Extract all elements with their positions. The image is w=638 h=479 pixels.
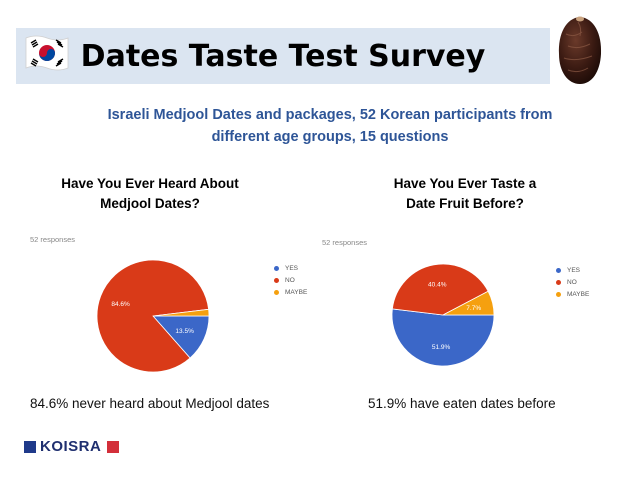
legend-label-yes: YES (567, 266, 581, 274)
pie-slice-yes (391, 308, 495, 367)
legend-item-maybe: MAYBE (556, 288, 589, 300)
pie-slice-maybe (442, 290, 495, 316)
pie-label-yes: 13.5% (175, 328, 194, 335)
legend-label-no: NO (567, 278, 577, 286)
pie-label-maybe: 7.7% (466, 305, 481, 312)
page-title: Dates Taste Test Survey (80, 38, 486, 74)
legend-item-no: NO (274, 274, 307, 286)
legend-item-maybe: MAYBE (274, 286, 307, 298)
question-2-line-2: Date Fruit Before? (406, 196, 524, 211)
pie-label-yes: 51.9% (432, 344, 451, 351)
legend-swatch-yes (274, 265, 279, 271)
legend-item-yes: YES (556, 264, 589, 276)
responses-count-2: 52 responses (322, 238, 368, 247)
question-1-title: Have You Ever Heard About Medjool Dates? (30, 174, 270, 214)
pie-slice-maybe (152, 308, 210, 317)
responses-count-1: 52 responses (30, 235, 76, 244)
pie-label-no: 40.4% (428, 281, 447, 288)
legend-chart-1: YES NO MAYBE (274, 262, 307, 298)
question-1-line-1: Have You Ever Heard About (61, 176, 239, 191)
pie-slice-no (391, 263, 489, 316)
legend-label-yes: YES (285, 264, 299, 272)
logo-red-square (107, 440, 120, 453)
legend-label-maybe: MAYBE (567, 290, 590, 298)
legend-chart-2: YES NO MAYBE (556, 264, 589, 300)
south-korea-flag-icon (25, 35, 69, 71)
legend-item-no: NO (556, 276, 589, 288)
legend-swatch-no (274, 277, 279, 283)
pie-chart-tasted-dates: 51.9% 40.4% 7.7% (391, 263, 495, 367)
question-2-title: Have You Ever Taste a Date Fruit Before? (345, 174, 585, 214)
subtitle-line-2: different age groups, 15 questions (211, 129, 449, 145)
brand-name: KOISRA (40, 438, 102, 455)
legend-swatch-yes (556, 267, 561, 273)
pie-chart-heard-medjool: 13.5% 84.6% (96, 259, 210, 373)
koisra-logo: KOISRA (24, 438, 120, 455)
pie-label-no: 84.6% (111, 301, 130, 308)
legend-swatch-no (556, 279, 561, 285)
logo-blue-square (24, 440, 36, 453)
title-band (16, 28, 550, 84)
legend-swatch-maybe (556, 291, 561, 297)
conclusion-1: 84.6% never heard about Medjool dates (30, 396, 270, 411)
conclusion-2: 51.9% have eaten dates before (368, 396, 556, 411)
legend-item-yes: YES (274, 262, 307, 274)
question-2-line-1: Have You Ever Taste a (393, 176, 537, 191)
subtitle-line-1: Israeli Medjool Dates and packages, 52 K… (107, 107, 553, 123)
question-1-line-2: Medjool Dates? (100, 196, 200, 211)
legend-label-no: NO (285, 276, 295, 284)
legend-label-maybe: MAYBE (285, 288, 308, 296)
date-fruit-icon (558, 16, 602, 84)
survey-subtitle: Israeli Medjool Dates and packages, 52 K… (60, 104, 600, 148)
legend-swatch-maybe (274, 289, 279, 295)
pie-slice-no (96, 259, 210, 373)
